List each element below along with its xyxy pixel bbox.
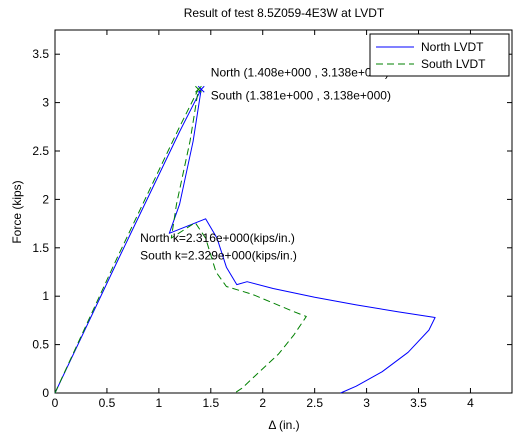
annotation-label: North (1.408e+000 , 3.138e+000) bbox=[211, 65, 389, 79]
legend-entry-north: North LVDT bbox=[421, 40, 484, 54]
annotation-label: South k=2.329e+000(kips/in.) bbox=[140, 248, 297, 262]
x-tick-label: 3.5 bbox=[410, 396, 427, 410]
x-axis-label: Δ (in.) bbox=[268, 418, 299, 432]
x-axis: 0 0.5 1 1.5 2 2.5 3 3.5 4 bbox=[52, 30, 474, 410]
marker-layer bbox=[195, 85, 205, 93]
peak-marker bbox=[195, 85, 202, 93]
x-tick-label: 2 bbox=[259, 396, 266, 410]
y-tick-label: 1.5 bbox=[32, 241, 49, 255]
x-tick-label: 1.5 bbox=[202, 396, 219, 410]
legend-box bbox=[369, 33, 510, 77]
legend-entry-south: South LVDT bbox=[421, 57, 486, 71]
annotation-label: South (1.381e+000 , 3.138e+000) bbox=[211, 89, 391, 103]
y-tick-label: 3 bbox=[42, 96, 49, 110]
peak-marker bbox=[197, 85, 205, 93]
x-tick-label: 1 bbox=[156, 396, 163, 410]
x-tick-label: 0 bbox=[52, 396, 59, 410]
annotation-label: North k=2.316e+000(kips/in.) bbox=[140, 231, 295, 245]
y-tick-label: 0.5 bbox=[32, 338, 49, 352]
series-line-north bbox=[54, 88, 436, 394]
legend: North LVDT South LVDT bbox=[369, 33, 510, 77]
x-tick-label: 0.5 bbox=[99, 396, 116, 410]
y-tick-label: 2 bbox=[42, 192, 49, 206]
series-line-south bbox=[54, 88, 307, 394]
y-tick-label: 0 bbox=[42, 386, 49, 400]
x-tick-label: 4 bbox=[467, 396, 474, 410]
y-tick-label: 1 bbox=[42, 289, 49, 303]
plot-frame bbox=[54, 29, 513, 394]
x-tick-label: 2.5 bbox=[306, 396, 323, 410]
y-tick-label: 2.5 bbox=[32, 144, 49, 158]
y-axis: 0 0.5 1 1.5 2 2.5 3 3.5 bbox=[32, 47, 512, 400]
x-tick-label: 3 bbox=[363, 396, 370, 410]
y-tick-label: 3.5 bbox=[32, 47, 49, 61]
chart-title: Result of test 8.5Z059-4E3W at LVDT bbox=[184, 6, 385, 20]
series-layer bbox=[54, 88, 436, 394]
y-axis-label: Force (kips) bbox=[10, 180, 24, 243]
annotation-layer: North (1.408e+000 , 3.138e+000) South (1.… bbox=[140, 65, 391, 262]
